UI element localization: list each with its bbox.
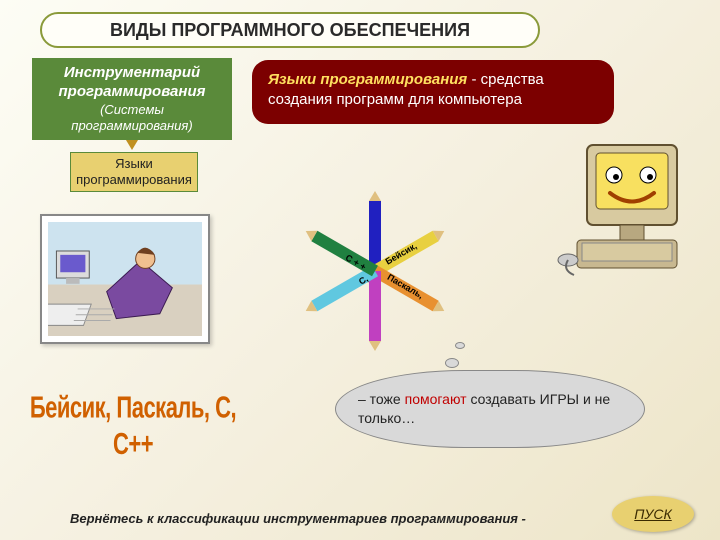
cloud-highlight: помогают [405,391,467,407]
pencils-star: Бейсик,Паскаль,С,С + + [280,170,470,360]
tools-box-sub: (Системы программирования) [40,102,224,135]
person-at-computer-icon [48,222,202,336]
arrow-down-icon [126,140,138,150]
pencil-icon: С + + [303,226,378,276]
cloud-bubble-icon [455,342,465,349]
tools-box-line1: Инструментарий [40,64,224,83]
tools-box: Инструментарий программирования (Системы… [32,58,232,140]
pencil-icon [369,191,381,271]
page-title: ВИДЫ ПРОГРАММНОГО ОБЕСПЕЧЕНИЯ [40,12,540,48]
footer-text: Вернётесь к классификации инструментарие… [70,511,526,526]
description-title: Языки программирования [268,71,467,88]
cloud-text: – тоже помогают создавать ИГРЫ и не толь… [358,390,622,428]
tools-box-line2: программирования [40,83,224,102]
languages-box: Языки программирования [70,152,198,192]
speech-cloud: – тоже помогают создавать ИГРЫ и не толь… [335,370,645,448]
happy-computer-icon [552,135,702,285]
illustration-bg [48,222,202,336]
pencil-icon: Паскаль, [372,266,447,316]
cloud-bubble-icon [445,358,459,368]
description-box: Языки программирования - средства создан… [252,60,614,124]
person-computer-illustration [40,214,210,344]
happy-computer-illustration [552,135,702,285]
pencil-icon [369,271,381,351]
start-button[interactable]: ПУСК [612,496,694,532]
languages-list-label: Бейсик, Паскаль, С, С++ [18,390,248,463]
